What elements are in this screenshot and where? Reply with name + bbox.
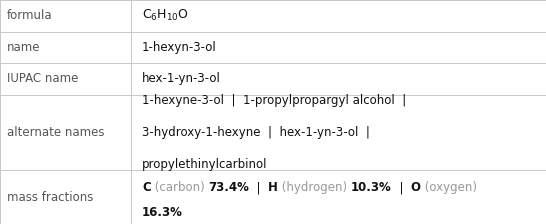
Text: 1-hexyne-3-ol  |  1-propylpropargyl alcohol  |: 1-hexyne-3-ol | 1-propylpropargyl alcoho…	[142, 94, 406, 107]
Text: (hydrogen): (hydrogen)	[278, 181, 351, 194]
Text: 1-hexyn-3-ol: 1-hexyn-3-ol	[142, 41, 217, 54]
Text: H: H	[268, 181, 278, 194]
Text: 16.3%: 16.3%	[142, 206, 183, 219]
Text: (carbon): (carbon)	[151, 181, 208, 194]
Text: |: |	[249, 181, 268, 194]
Text: C: C	[142, 181, 151, 194]
Text: mass fractions: mass fractions	[7, 191, 93, 204]
Text: formula: formula	[7, 9, 52, 22]
Text: 3-hydroxy-1-hexyne  |  hex-1-yn-3-ol  |: 3-hydroxy-1-hexyne | hex-1-yn-3-ol |	[142, 126, 370, 139]
Text: IUPAC name: IUPAC name	[7, 72, 78, 85]
Text: |: |	[391, 181, 411, 194]
Text: 10.3%: 10.3%	[351, 181, 391, 194]
Text: (oxygen): (oxygen)	[420, 181, 477, 194]
Text: 73.4%: 73.4%	[208, 181, 249, 194]
Text: $\mathregular{C_6H_{10}O}$: $\mathregular{C_6H_{10}O}$	[142, 8, 189, 23]
Text: hex-1-yn-3-ol: hex-1-yn-3-ol	[142, 72, 221, 85]
Text: alternate names: alternate names	[7, 126, 104, 139]
Text: name: name	[7, 41, 40, 54]
Text: propylethinylcarbinol: propylethinylcarbinol	[142, 158, 268, 171]
Text: O: O	[411, 181, 420, 194]
